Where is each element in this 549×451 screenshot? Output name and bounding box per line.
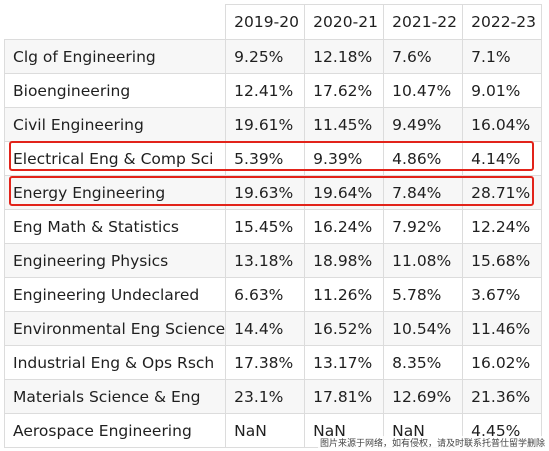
watermark-text: 图片来源于网络，如有侵权，请及时联系托普仕留学删除 [317,436,547,449]
table-row: Electrical Eng & Comp Sci 5.39% 9.39% 4.86%… [3,141,543,176]
table-row: Aerospace Engineering NaN NaN NaN 4.45% [3,413,543,448]
table-row: Engineering Undeclared 6.63% 11.26% 5.78% 3.… [3,277,543,312]
table-cell: 9.25% [225,39,306,74]
table-cell: 3.67% [462,277,543,312]
table-row: Civil Engineering 19.61% 11.45% 9.49% 16.04% [3,107,543,142]
table-cell: 11.45% [304,107,385,142]
table-cell: 10.54% [383,311,464,346]
table-cell: 19.61% [225,107,306,142]
table-cell: 7.84% [383,175,464,210]
table-cell: 6.63% [225,277,306,312]
table-cell: 9.49% [383,107,464,142]
row-label: Engineering Physics [3,243,227,278]
header-2022-23: 2022-23 [462,4,543,40]
header-2019-20: 2019-20 [225,4,306,40]
table-cell: 8.35% [383,345,464,380]
table-cell: 5.39% [225,141,306,176]
row-label: Industrial Eng & Ops Rsch [3,345,227,380]
header-2021-22: 2021-22 [383,4,464,40]
table-cell: 17.62% [304,73,385,108]
data-table-container: 2019-20 2020-21 2021-22 2022-23 Clg of E… [3,4,543,448]
table-row: Eng Math & Statistics 15.45% 16.24% 7.92% 12… [3,209,543,244]
table-row: Industrial Eng & Ops Rsch 17.38% 13.17% 8.3… [3,345,543,380]
admission-rate-table: 2019-20 2020-21 2021-22 2022-23 Clg of E… [3,4,543,448]
table-row: Materials Science & Eng 23.1% 17.81% 12.69%… [3,379,543,414]
table-cell: 12.41% [225,73,306,108]
row-label: Energy Engineering [3,175,227,210]
table-cell: 17.81% [304,379,385,414]
table-row: Engineering Physics 13.18% 18.98% 11.08% 15.… [3,243,543,278]
table-cell: 17.38% [225,345,306,380]
header-corner-cell [4,4,227,40]
table-cell: 9.01% [462,73,543,108]
table-cell: 16.02% [462,345,543,380]
table-cell: 11.46% [462,311,543,346]
table-cell: 10.47% [383,73,464,108]
table-cell: 12.24% [462,209,543,244]
table-cell: 7.92% [383,209,464,244]
row-label: Engineering Undeclared [3,277,227,312]
table-cell: 13.17% [304,345,385,380]
table-cell: NaN [225,413,306,448]
table-cell: 28.71% [462,175,543,210]
row-label: Environmental Eng Science [3,311,227,346]
table-row: Clg of Engineering 9.25% 12.18% 7.6% 7.1% [3,39,543,74]
table-cell: 11.26% [304,277,385,312]
row-label: Bioengineering [3,73,227,108]
table-cell: 16.04% [462,107,543,142]
table-header-row: 2019-20 2020-21 2021-22 2022-23 [4,4,543,40]
header-2020-21: 2020-21 [304,4,385,40]
row-label: Electrical Eng & Comp Sci [3,141,227,176]
row-label: Clg of Engineering [3,39,227,74]
table-row: Environmental Eng Science 14.4% 16.52% 10.5… [3,311,543,346]
table-cell: 15.68% [462,243,543,278]
table-cell: 5.78% [383,277,464,312]
table-cell: 12.18% [304,39,385,74]
table-cell: 7.1% [462,39,543,74]
table-cell: 15.45% [225,209,306,244]
table-cell: 19.64% [304,175,385,210]
table-cell: 13.18% [225,243,306,278]
table-cell: 7.6% [383,39,464,74]
table-cell: 12.69% [383,379,464,414]
table-cell: 11.08% [383,243,464,278]
table-row: Energy Engineering 19.63% 19.64% 7.84% 28.71… [3,175,543,210]
table-cell: 9.39% [304,141,385,176]
table-cell: 4.14% [462,141,543,176]
row-label: Eng Math & Statistics [3,209,227,244]
table-cell: 14.4% [225,311,306,346]
table-cell: 4.86% [383,141,464,176]
table-cell: 19.63% [225,175,306,210]
table-row: Bioengineering 12.41% 17.62% 10.47% 9.01% [3,73,543,108]
row-label: Materials Science & Eng [3,379,227,414]
table-cell: 18.98% [304,243,385,278]
table-cell: 23.1% [225,379,306,414]
table-cell: 16.52% [304,311,385,346]
table-cell: 16.24% [304,209,385,244]
row-label: Civil Engineering [3,107,227,142]
row-label: Aerospace Engineering [3,413,227,448]
table-cell: 21.36% [462,379,543,414]
